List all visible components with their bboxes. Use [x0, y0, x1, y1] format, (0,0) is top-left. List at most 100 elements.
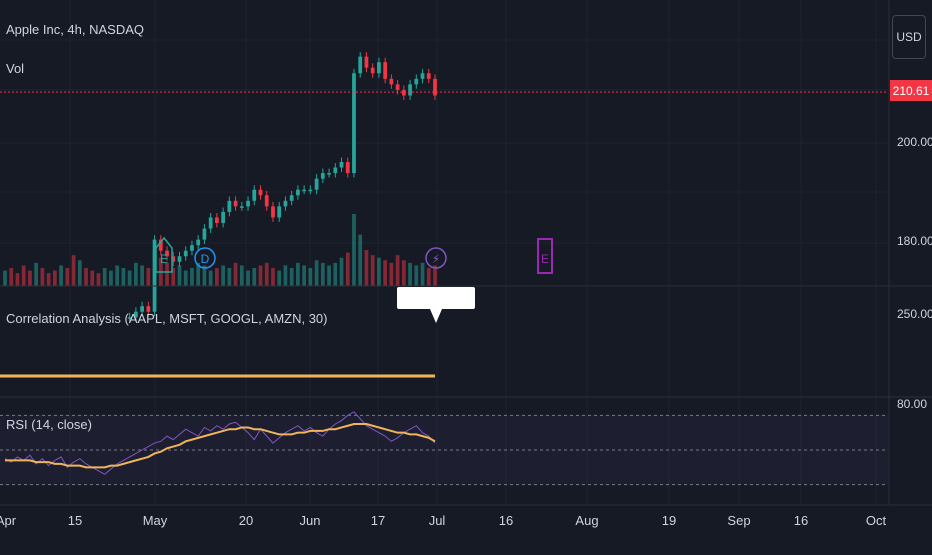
candle — [296, 189, 300, 196]
candle — [239, 206, 244, 208]
volume-bar — [109, 270, 113, 286]
candle — [221, 211, 225, 223]
volume-bar — [28, 270, 32, 286]
volume-bar — [221, 265, 225, 286]
candle — [183, 250, 188, 257]
volume-bar — [414, 265, 419, 286]
candle — [426, 73, 431, 79]
volume-bar — [40, 268, 45, 286]
x-tick-label: Oct — [865, 513, 887, 528]
candle — [302, 189, 306, 192]
volume-bar — [52, 270, 57, 286]
volume-bar — [370, 255, 375, 286]
volume-bar — [271, 268, 275, 286]
candle — [165, 250, 169, 257]
volume-bar — [408, 262, 412, 286]
volume-bar — [339, 257, 344, 286]
volume-bar — [302, 265, 306, 286]
candle — [377, 62, 381, 74]
price-candles[interactable] — [127, 52, 437, 322]
event-marker-dividend[interactable]: D — [194, 247, 216, 269]
y-tick-label: 80.00 — [897, 397, 928, 411]
volume-bar — [102, 268, 107, 286]
candle — [158, 239, 163, 251]
volume-bar — [190, 268, 194, 286]
dividend-icon — [194, 247, 216, 269]
volume-bar — [202, 265, 207, 286]
candle — [283, 200, 288, 207]
event-markers[interactable]: E D ⚡ E — [155, 236, 553, 274]
volume-bar — [96, 273, 101, 286]
rsi-legend[interactable]: RSI (14, close) — [6, 417, 92, 432]
symbol-title[interactable]: Apple Inc, 4h, NASDAQ — [6, 22, 145, 37]
rsi-ma-line — [5, 423, 436, 469]
currency-button[interactable]: USD — [892, 15, 926, 59]
volume-bar — [345, 252, 350, 286]
volume-bar — [320, 262, 325, 286]
candle — [314, 178, 319, 190]
candle — [352, 73, 356, 174]
volume-bar — [21, 265, 26, 286]
volume-bar — [389, 262, 394, 286]
volume-bar — [383, 260, 388, 286]
candle — [140, 306, 144, 312]
volume-bar — [140, 265, 144, 286]
candle — [127, 317, 132, 319]
volume-bar — [115, 265, 120, 286]
volume-bar — [9, 268, 14, 286]
event-glyph: D — [201, 252, 210, 266]
volume-bar — [134, 262, 138, 286]
x-tick-label: 19 — [661, 513, 677, 528]
volume-bar — [426, 268, 431, 286]
candle — [327, 173, 331, 175]
candle — [146, 306, 151, 312]
x-tick-label: Jul — [428, 513, 446, 528]
volume-bar — [171, 268, 176, 286]
candle — [433, 78, 437, 96]
event-marker-split[interactable]: ⚡ — [425, 247, 447, 269]
candle — [264, 195, 269, 207]
candle — [196, 239, 201, 246]
volume-bar — [401, 260, 406, 286]
candle — [202, 228, 207, 240]
x-tick-label: 15 — [67, 513, 83, 528]
volume-bar — [352, 214, 356, 286]
event-marker-earnings[interactable]: E — [155, 236, 173, 273]
candle — [134, 311, 138, 318]
x-tick-label: 16 — [793, 513, 809, 528]
candle — [401, 89, 406, 96]
y-tick-label: 250.00 — [897, 307, 932, 321]
pane-dividers[interactable] — [0, 0, 932, 506]
candle — [246, 200, 250, 207]
x-tick-label: May — [142, 513, 168, 528]
volume-bar — [46, 273, 51, 286]
candle — [383, 62, 388, 79]
volume-bar — [90, 270, 95, 286]
correlation-legend[interactable]: Correlation Analysis (AAPL, MSFT, GOOGL,… — [6, 311, 328, 326]
candle — [389, 78, 394, 85]
volume-legend[interactable]: Vol — [6, 61, 25, 76]
volume-bar — [59, 265, 63, 286]
volume-bar — [246, 270, 250, 286]
volume-bar — [165, 262, 169, 286]
volume-bar — [433, 265, 437, 286]
volume-bar — [283, 265, 288, 286]
volume-bar — [65, 268, 70, 286]
volume-bar — [377, 257, 381, 286]
x-tick-label: Aug — [575, 513, 599, 528]
candle — [364, 56, 369, 68]
volume-bar — [252, 268, 257, 286]
y-tick-label: 180.00 — [897, 234, 932, 248]
split-icon — [425, 247, 447, 269]
event-marker-earnings[interactable]: E — [537, 238, 553, 274]
grid — [0, 0, 888, 505]
candle — [420, 73, 425, 79]
candle — [252, 189, 257, 201]
x-tick-label: 20 — [238, 513, 254, 528]
candle — [339, 162, 344, 168]
volume-bar — [333, 262, 338, 286]
volume-bar — [420, 262, 425, 286]
volume-bars — [3, 214, 437, 286]
